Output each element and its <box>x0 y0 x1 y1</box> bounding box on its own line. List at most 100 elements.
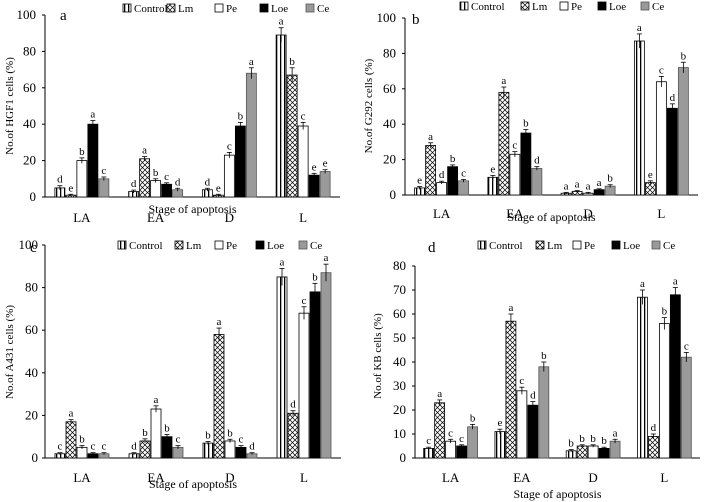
bar-pe-la <box>436 182 448 196</box>
significance-letter: c <box>461 167 466 179</box>
significance-letter: d <box>131 178 137 190</box>
y-tick-label: 100 <box>377 10 397 25</box>
chart-panel-a: 0 20 40 60 80 100 No.of HGF1 cells (%) Stage of… <box>4 3 340 225</box>
bar-loe-d <box>598 447 610 459</box>
bar-control-la <box>423 447 435 459</box>
x-axis-title: Stage of apoptosis <box>149 202 237 216</box>
legend-label-control: Control <box>134 3 168 15</box>
y-tick-label: 50 <box>393 330 406 345</box>
bar-pe-la <box>445 440 457 459</box>
significance-letter: a <box>69 408 74 420</box>
y-tick-label: 40 <box>383 116 396 131</box>
x-category-label: L <box>657 206 665 221</box>
y-tick-label: 40 <box>23 116 36 131</box>
significance-letter: b <box>312 271 318 283</box>
bar-loe-la <box>87 123 99 198</box>
significance-letter: c <box>448 427 453 439</box>
significance-letter: b <box>568 438 574 450</box>
legend-swatch-control <box>477 240 487 250</box>
y-tick-label: 10 <box>393 426 406 441</box>
x-category-label: L <box>300 470 308 485</box>
panel-label: a <box>60 8 67 24</box>
significance-letter: a <box>249 56 254 68</box>
significance-letter: b <box>79 434 85 446</box>
bar-loe-ea <box>527 404 539 459</box>
significance-letter: a <box>217 316 222 328</box>
y-tick-label: 100 <box>19 237 39 252</box>
legend-label-control: Control <box>129 240 163 252</box>
legend-label-pe: Pe <box>226 240 237 252</box>
significance-letter: d <box>670 92 676 104</box>
significance-letter: b <box>227 427 233 439</box>
y-tick-label: 60 <box>23 80 36 95</box>
bar-control-l <box>276 276 288 459</box>
x-axis-title: Stage of apoptosis <box>149 477 237 491</box>
x-category-label: D <box>588 470 597 485</box>
significance-letter: e <box>68 182 73 194</box>
significance-letter: b <box>662 306 668 318</box>
significance-letter: b <box>541 350 547 362</box>
y-tick-label: 80 <box>23 43 36 58</box>
significance-letter: c <box>102 441 107 453</box>
x-category-label: D <box>225 470 234 485</box>
chart-panel-d: 0 10 20 30 40 50 60 70 80 No.of KB cells (%) Stage… <box>372 240 700 501</box>
significance-letter: a <box>142 145 147 157</box>
bar-ce-d <box>245 72 257 198</box>
x-category-label: LA <box>73 210 91 225</box>
significance-letter: c <box>227 140 232 152</box>
bar-pe-ea <box>150 408 162 459</box>
bar-pe-ea <box>509 153 521 196</box>
legend-swatch-loe <box>611 240 621 250</box>
legend-label-ce: Ce <box>652 1 664 13</box>
y-tick-label: 60 <box>25 322 38 337</box>
significance-letter: d <box>439 169 445 181</box>
y-axis-title: No.of G292 cells (%) <box>363 58 375 153</box>
bar-pe-ea <box>516 390 528 459</box>
bar-lm-la <box>425 145 437 196</box>
legend-swatch-ce <box>640 1 650 11</box>
significance-letter: c <box>164 171 169 183</box>
x-category-label: LA <box>442 470 460 485</box>
significance-letter: c <box>459 433 464 445</box>
significance-letter: b <box>579 433 585 445</box>
bar-lm-ea <box>498 91 510 196</box>
significance-letter: c <box>91 441 96 453</box>
significance-letter: c <box>239 434 244 446</box>
y-axis-title: No.of A431 cells (%) <box>4 305 16 399</box>
y-tick-label: 60 <box>383 81 396 96</box>
significance-letter: c <box>659 64 664 76</box>
legend-swatch-ce <box>298 240 308 250</box>
x-axis-title: Stage of apoptosis <box>514 487 602 501</box>
bar-ce-ea <box>531 168 543 196</box>
significance-letter: b <box>681 50 687 62</box>
significance-letter: e <box>323 158 328 170</box>
x-category-label: LA <box>433 206 451 221</box>
significance-letter: a <box>501 75 506 87</box>
legend-label-pe: Pe <box>584 240 595 252</box>
bar-lm-l <box>287 412 299 459</box>
legend-swatch-loe <box>597 1 607 11</box>
x-category-label: EA <box>506 206 524 221</box>
bar-loe-l <box>309 291 321 459</box>
significance-letter: a <box>673 276 678 288</box>
legend-label-loe: Loe <box>609 1 626 13</box>
legend-label-loe: Loe <box>267 240 284 252</box>
bar-ce-l <box>680 356 692 459</box>
significance-letter: e <box>648 169 653 181</box>
legend-swatch-ce <box>651 240 661 250</box>
significance-letter: d <box>249 441 255 453</box>
legend-label-control: Control <box>489 240 523 252</box>
bar-loe-la <box>456 445 467 459</box>
chart-panel-b: 0 20 40 60 80 100 No.of G292 cells (%) Stage of… <box>363 1 698 224</box>
legend-swatch-pe <box>559 1 569 11</box>
y-tick-label: 30 <box>393 378 406 393</box>
significance-letter: a <box>564 180 569 192</box>
bar-pe-l <box>297 125 309 198</box>
bar-pe-d <box>224 440 236 459</box>
significance-letter: b <box>523 118 529 130</box>
significance-letter: d <box>57 174 63 186</box>
bar-pe-la <box>76 160 88 198</box>
y-tick-label: 20 <box>393 402 406 417</box>
bar-lm-l <box>286 74 298 198</box>
bar-lm-ea <box>139 440 151 459</box>
